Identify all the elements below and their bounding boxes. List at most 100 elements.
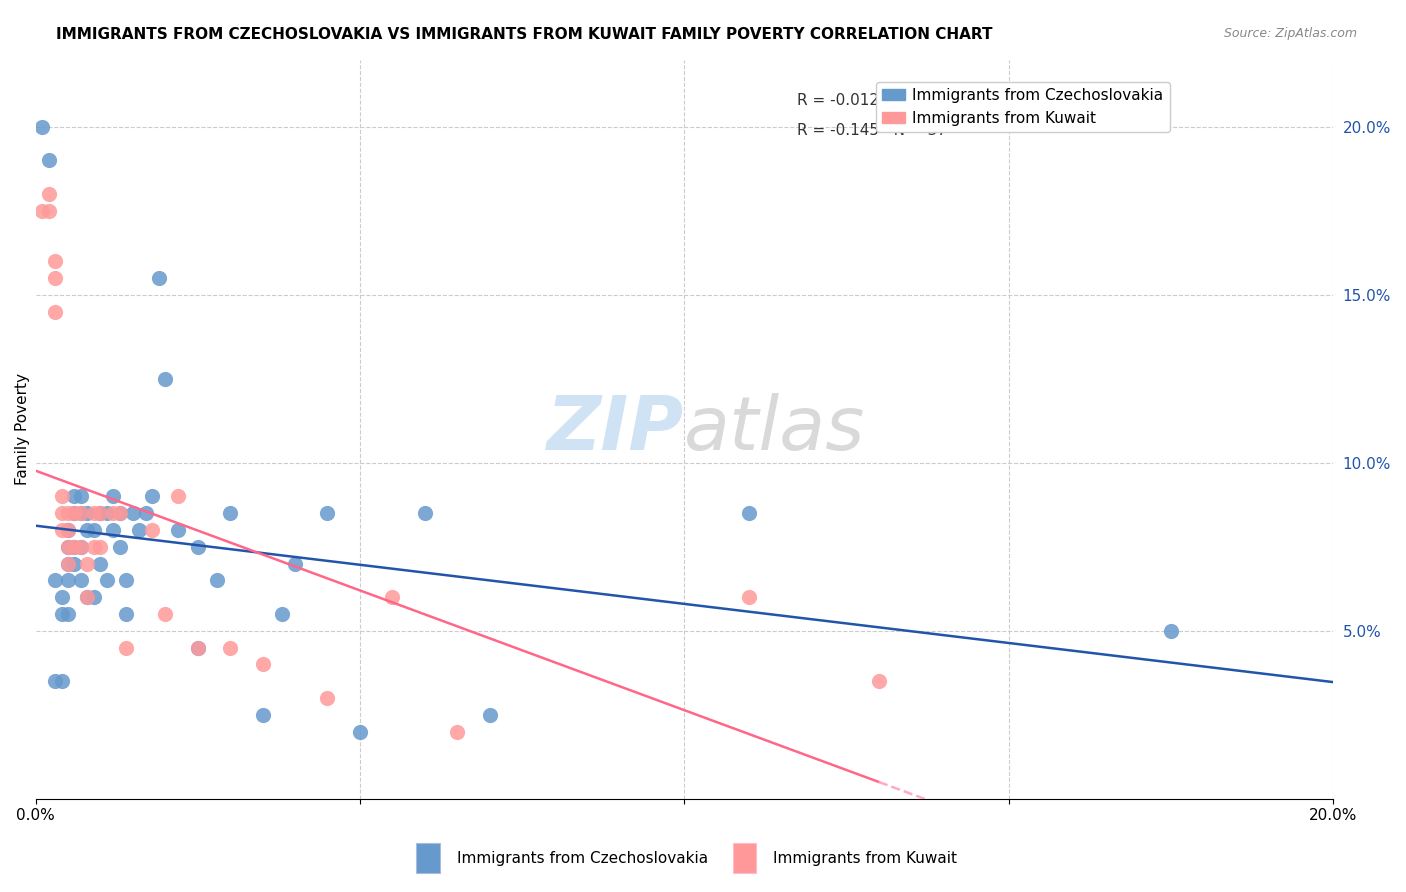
Text: Immigrants from Kuwait: Immigrants from Kuwait — [773, 851, 957, 865]
Point — [167, 489, 190, 503]
Point — [89, 506, 111, 520]
Point — [219, 640, 242, 655]
Point — [70, 540, 93, 554]
Point — [31, 203, 53, 218]
Point — [51, 607, 73, 621]
Point — [63, 540, 86, 554]
Point — [56, 506, 79, 520]
Point — [63, 489, 86, 503]
Point — [135, 506, 157, 520]
Point — [738, 590, 761, 604]
Point — [76, 590, 98, 604]
Point — [83, 590, 105, 604]
Text: IMMIGRANTS FROM CZECHOSLOVAKIA VS IMMIGRANTS FROM KUWAIT FAMILY POVERTY CORRELAT: IMMIGRANTS FROM CZECHOSLOVAKIA VS IMMIGR… — [56, 27, 993, 42]
Point — [44, 674, 66, 689]
Point — [103, 506, 125, 520]
Point — [44, 304, 66, 318]
Point — [141, 523, 163, 537]
Point — [70, 506, 93, 520]
Point — [868, 674, 890, 689]
Point — [252, 707, 274, 722]
Point — [51, 489, 73, 503]
Point — [155, 607, 177, 621]
Legend: Immigrants from Czechoslovakia, Immigrants from Kuwait: Immigrants from Czechoslovakia, Immigran… — [876, 82, 1170, 132]
Point — [187, 640, 209, 655]
Text: atlas: atlas — [685, 393, 866, 466]
Point — [56, 540, 79, 554]
Point — [83, 506, 105, 520]
Point — [108, 540, 131, 554]
Text: Immigrants from Czechoslovakia: Immigrants from Czechoslovakia — [457, 851, 709, 865]
Point — [96, 506, 118, 520]
Point — [478, 707, 501, 722]
Point — [219, 506, 242, 520]
Point — [56, 607, 79, 621]
Point — [38, 153, 60, 168]
Point — [413, 506, 436, 520]
Point — [349, 724, 371, 739]
Point — [284, 557, 307, 571]
Point — [76, 506, 98, 520]
Point — [56, 557, 79, 571]
Point — [103, 523, 125, 537]
Point — [51, 590, 73, 604]
Point — [167, 523, 190, 537]
Point — [148, 271, 170, 285]
Point — [56, 574, 79, 588]
Point — [38, 186, 60, 201]
Point — [96, 574, 118, 588]
Point — [155, 372, 177, 386]
Point — [103, 489, 125, 503]
Text: ZIP: ZIP — [547, 392, 685, 466]
Point — [205, 574, 228, 588]
Point — [89, 540, 111, 554]
Point — [76, 523, 98, 537]
Point — [115, 640, 138, 655]
Point — [89, 506, 111, 520]
Point — [70, 540, 93, 554]
Point — [76, 557, 98, 571]
Point — [44, 254, 66, 268]
Point — [108, 506, 131, 520]
Point — [271, 607, 294, 621]
Point — [70, 506, 93, 520]
Point — [115, 607, 138, 621]
Point — [738, 506, 761, 520]
Point — [70, 489, 93, 503]
Point — [63, 557, 86, 571]
Point — [121, 506, 143, 520]
Point — [51, 523, 73, 537]
Point — [83, 540, 105, 554]
Text: R = -0.145   N = 37: R = -0.145 N = 37 — [797, 123, 948, 138]
Point — [83, 523, 105, 537]
Point — [89, 557, 111, 571]
Text: Source: ZipAtlas.com: Source: ZipAtlas.com — [1223, 27, 1357, 40]
Text: R = -0.012   N = 55: R = -0.012 N = 55 — [797, 94, 946, 109]
Point — [63, 506, 86, 520]
Point — [141, 489, 163, 503]
Point — [128, 523, 150, 537]
Point — [187, 540, 209, 554]
Point — [56, 557, 79, 571]
Point — [76, 590, 98, 604]
Point — [70, 574, 93, 588]
Point — [187, 640, 209, 655]
Point — [56, 523, 79, 537]
Point — [44, 271, 66, 285]
Point — [38, 203, 60, 218]
Point — [115, 574, 138, 588]
Point — [316, 506, 339, 520]
Point — [1160, 624, 1182, 638]
Y-axis label: Family Poverty: Family Poverty — [15, 373, 30, 485]
Point — [56, 523, 79, 537]
Point — [51, 506, 73, 520]
Point — [63, 540, 86, 554]
Point — [31, 120, 53, 134]
Point — [252, 657, 274, 672]
Point — [316, 690, 339, 705]
Point — [63, 506, 86, 520]
Point — [108, 506, 131, 520]
Point — [56, 540, 79, 554]
Point — [381, 590, 404, 604]
Point — [51, 674, 73, 689]
